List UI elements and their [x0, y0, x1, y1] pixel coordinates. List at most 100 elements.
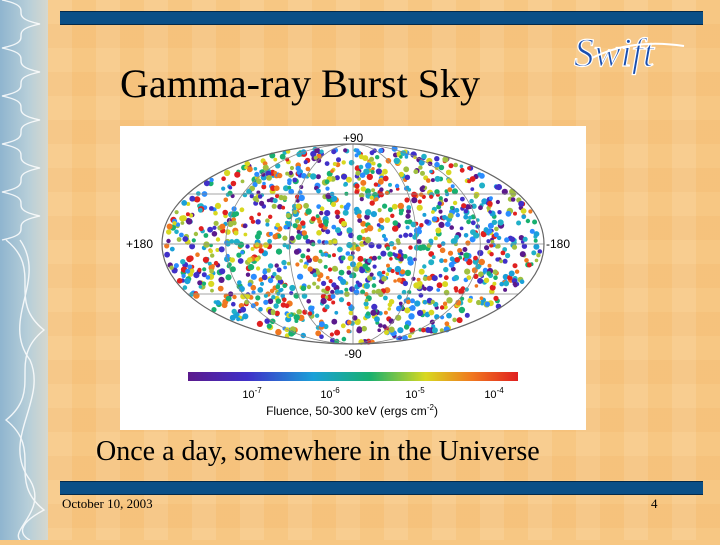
- burst-point: [536, 253, 541, 258]
- burst-point: [332, 253, 336, 258]
- burst-point: [337, 246, 343, 253]
- burst-point: [338, 269, 345, 276]
- burst-point: [487, 200, 493, 207]
- burst-point: [406, 299, 411, 305]
- burst-point: [385, 272, 390, 276]
- burst-point: [293, 249, 300, 255]
- burst-point: [462, 247, 468, 252]
- burst-point: [534, 258, 539, 263]
- burst-point: [388, 318, 395, 324]
- burst-point: [305, 166, 311, 172]
- burst-point: [336, 157, 341, 163]
- burst-point: [224, 169, 231, 177]
- burst-point: [255, 295, 261, 301]
- burst-point: [369, 272, 374, 277]
- burst-point: [348, 310, 354, 316]
- burst-point: [323, 264, 328, 269]
- burst-point: [528, 209, 533, 214]
- burst-point: [301, 173, 307, 179]
- burst-point: [356, 213, 362, 219]
- burst-point: [356, 209, 362, 215]
- burst-point: [502, 258, 508, 264]
- burst-point: [512, 263, 518, 269]
- burst-point: [317, 258, 323, 264]
- burst-point: [185, 268, 191, 274]
- burst-point: [435, 227, 442, 234]
- burst-point: [191, 238, 196, 243]
- burst-point: [416, 239, 422, 245]
- burst-point: [307, 311, 313, 316]
- burst-point: [272, 233, 278, 240]
- burst-point: [280, 293, 285, 299]
- burst-point: [400, 269, 406, 275]
- burst-point: [392, 220, 399, 226]
- burst-point: [316, 158, 322, 163]
- burst-point: [451, 188, 458, 195]
- burst-point: [187, 264, 193, 270]
- burst-point: [296, 309, 302, 315]
- burst-point: [267, 277, 274, 284]
- burst-point: [253, 167, 258, 171]
- burst-point: [420, 170, 425, 176]
- burst-point: [463, 252, 470, 259]
- burst-point: [375, 155, 380, 160]
- burst-point: [458, 306, 466, 314]
- burst-point: [434, 175, 441, 182]
- burst-point: [283, 224, 288, 230]
- burst-point: [417, 199, 422, 204]
- burst-point: [324, 295, 329, 299]
- burst-point: [202, 256, 209, 263]
- burst-point: [359, 172, 366, 178]
- burst-point: [399, 155, 403, 159]
- burst-point: [181, 200, 188, 206]
- burst-point: [237, 258, 244, 264]
- burst-point: [398, 249, 403, 254]
- burst-point: [345, 251, 350, 256]
- burst-point: [295, 203, 301, 209]
- burst-point: [497, 219, 504, 226]
- burst-point: [519, 279, 525, 284]
- burst-point: [519, 251, 526, 258]
- burst-point: [319, 149, 324, 154]
- burst-point: [315, 330, 322, 337]
- burst-point: [378, 323, 383, 328]
- burst-point: [468, 215, 473, 220]
- burst-point: [287, 185, 292, 190]
- burst-point: [254, 171, 260, 177]
- burst-point: [416, 277, 421, 282]
- burst-point: [374, 316, 380, 323]
- burst-point: [209, 177, 214, 183]
- burst-point: [471, 203, 477, 209]
- burst-point: [503, 287, 508, 292]
- burst-point: [334, 289, 341, 295]
- burst-point: [321, 288, 326, 293]
- burst-point: [232, 294, 237, 300]
- burst-point: [213, 260, 219, 266]
- burst-point: [179, 232, 184, 238]
- burst-point: [318, 249, 323, 254]
- burst-point: [257, 212, 261, 217]
- burst-point: [306, 248, 311, 253]
- burst-point: [382, 168, 388, 175]
- burst-point: [347, 255, 354, 262]
- burst-point: [263, 293, 268, 298]
- burst-point: [389, 189, 393, 193]
- burst-point: [422, 264, 427, 269]
- burst-point: [440, 241, 446, 246]
- burst-point: [496, 235, 502, 241]
- burst-point: [348, 159, 355, 166]
- burst-point: [404, 307, 411, 314]
- burst-point: [477, 249, 484, 257]
- burst-point: [489, 284, 496, 291]
- burst-point: [300, 220, 306, 226]
- burst-point: [434, 161, 440, 168]
- burst-point: [428, 309, 435, 316]
- burst-point: [395, 238, 401, 243]
- burst-point: [331, 195, 338, 202]
- burst-point: [383, 237, 388, 242]
- burst-point: [403, 232, 409, 238]
- burst-point: [484, 301, 490, 307]
- burst-point: [429, 194, 434, 199]
- burst-point: [258, 277, 264, 282]
- burst-point: [229, 257, 235, 263]
